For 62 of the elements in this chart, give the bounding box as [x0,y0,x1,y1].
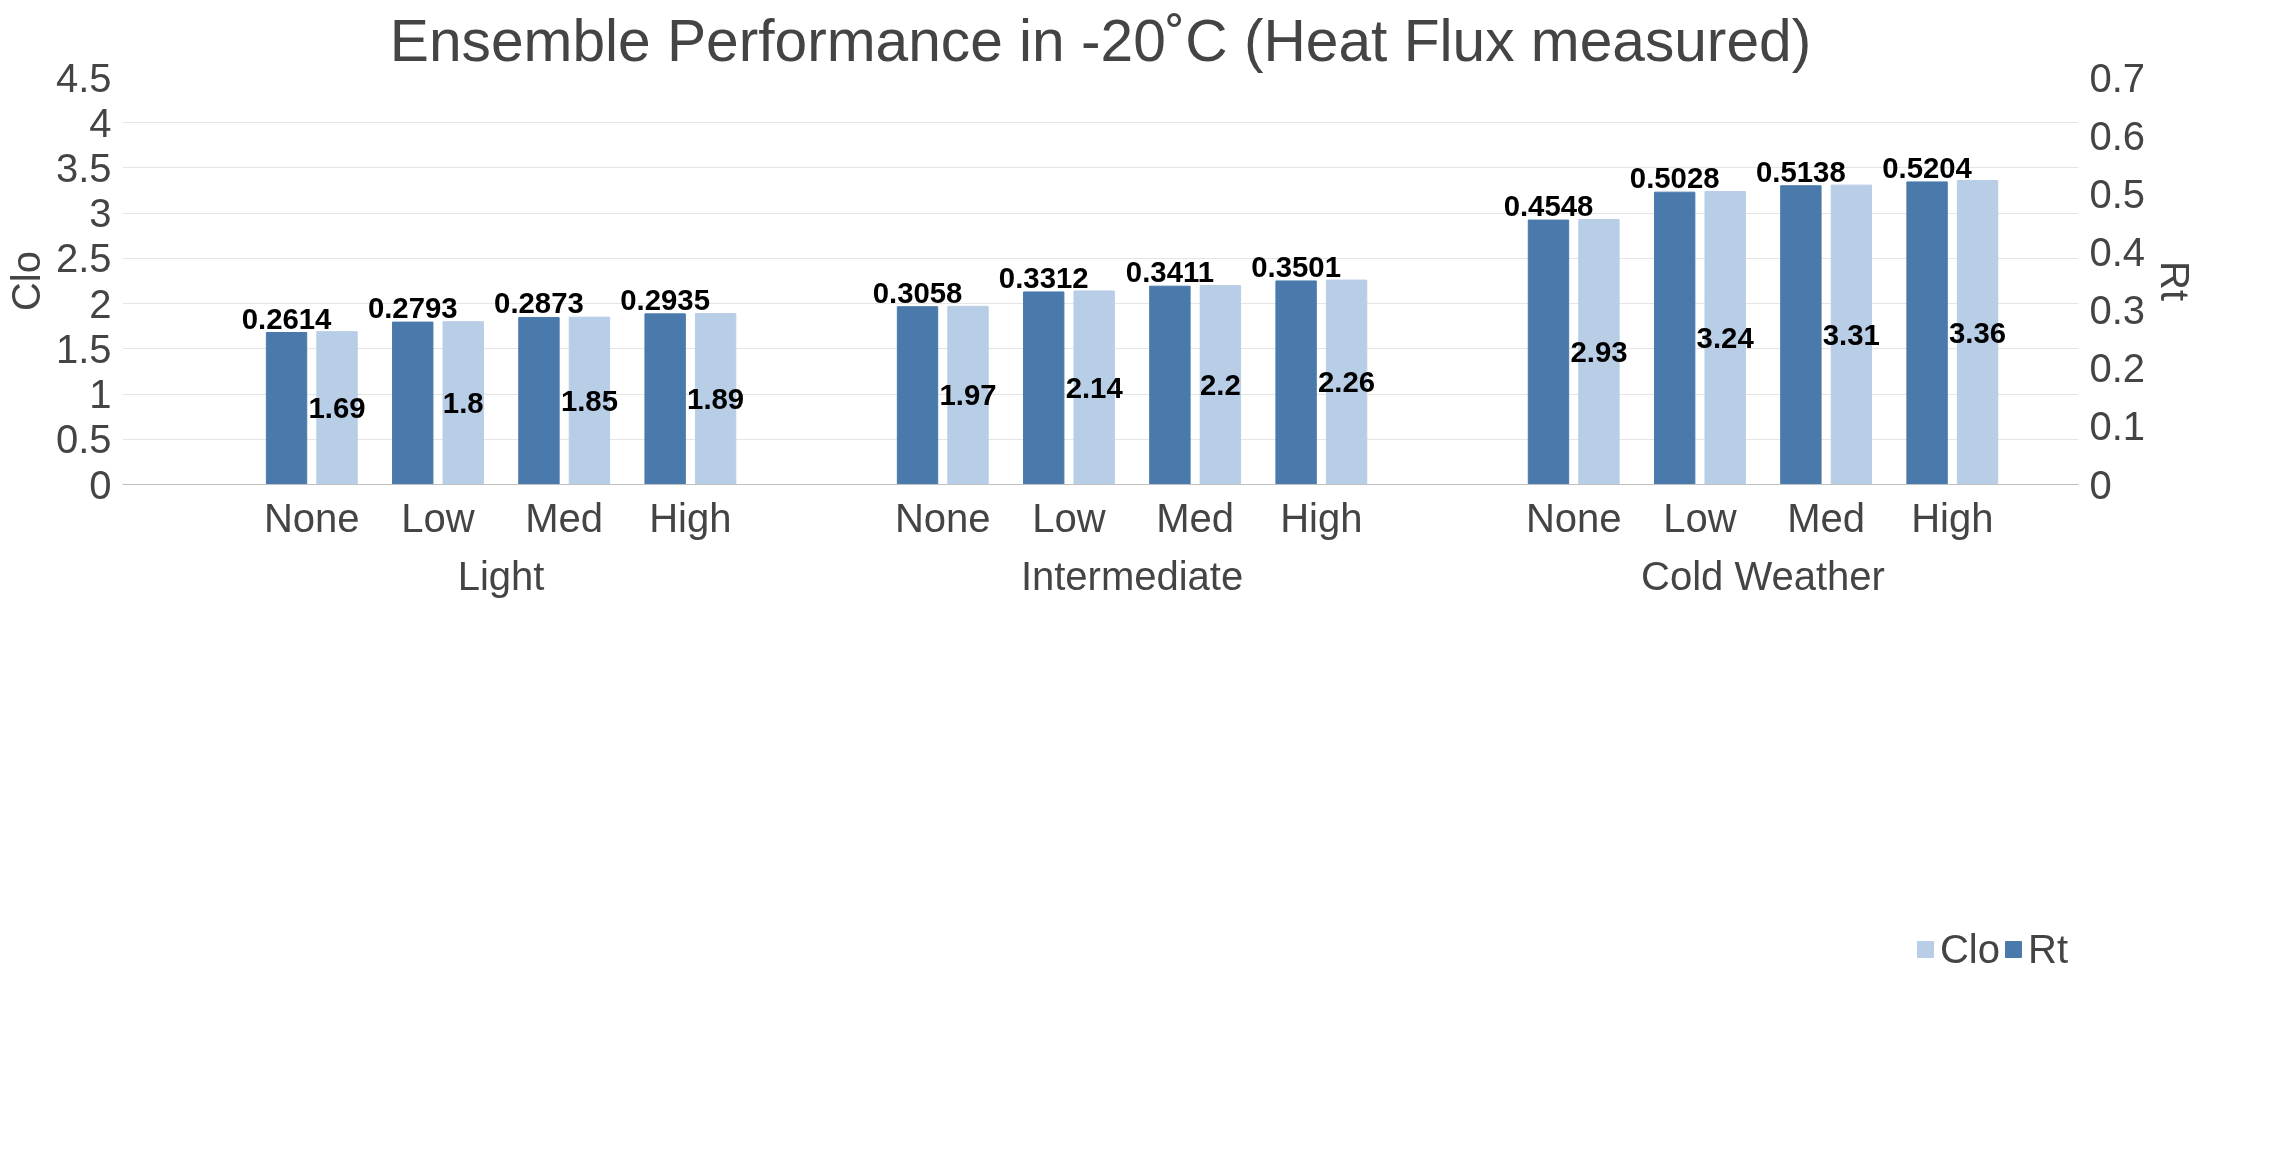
x-tick-label: None [894,495,991,540]
data-label: 3.36 [1949,315,2007,349]
data-label: 0.3312 [998,260,1089,294]
y2-tick-label: 0.5 [2089,171,2146,216]
data-label: 0.2614 [241,301,333,335]
text: Intermediate [1020,553,1244,598]
data-label: 0.3058 [872,275,963,309]
data-label: 0.2793 [367,291,458,325]
x-tick-label: Low [401,495,475,540]
y2-tick-label: 0.7 [2089,55,2146,100]
x-tick-label: None [1525,495,1622,540]
y-tick-label: 3 [89,191,112,236]
y-axis-title: Clo [3,250,48,312]
data-label: 2.2 [1200,368,1241,402]
y2-tick-label: 0 [2089,462,2112,507]
data-label: 3.24 [1696,320,1755,354]
chart-title: Ensemble Performance in -20˚C (Heat Flux measured) [389,7,1812,73]
y-tick-label: 0.5 [55,417,112,462]
data-label: 0.2873 [494,286,584,320]
y2-tick-label: 0.3 [2089,288,2146,333]
y-tick-label: 2 [89,281,112,326]
x-tick-label: None [263,495,360,540]
y-tick-label: 1.5 [55,326,112,371]
data-label: 0.5138 [1756,154,1846,188]
x-tick-label: High [649,495,732,540]
y-tick-label: 4 [89,100,112,145]
y2-tick-label: 0.2 [2089,346,2146,391]
y-tick-label: 4.5 [55,55,112,100]
data-label: 1.89 [687,382,745,416]
data-label: 0.2935 [620,282,710,316]
y-tick-label: 1 [89,372,112,417]
x-tick-label: Low [1032,495,1106,540]
x-tick-label: Med [1787,495,1866,540]
y-tick-label: 3.5 [55,145,112,190]
data-label: 1.97 [939,378,997,412]
data-label: 2.26 [1318,365,1376,399]
data-label: 1.69 [308,391,366,425]
text: Cold Weather [1641,553,1885,598]
data-label: 0.3411 [1125,255,1214,289]
data-label: 1.85 [560,383,618,417]
y2-tick-label: 0.4 [2089,229,2146,274]
x-tick-label: High [1911,495,1994,540]
y2-tick-label: 0.6 [2089,113,2146,158]
data-label: 3.31 [1822,317,1880,351]
y-tick-label: 2.5 [55,236,112,281]
text: Light [457,553,545,598]
x-tick-label: Med [525,495,604,540]
data-label: 0.4548 [1503,189,1594,223]
data-label: 0.5028 [1629,161,1720,195]
data-label: 1.8 [442,386,484,420]
x-tick-label: High [1280,495,1363,540]
y2-tick-label: 0.1 [2089,404,2146,449]
legend-label: Rt [2028,926,2068,972]
legend-label: Clo [1939,926,2000,972]
y2-axis-title: Rt [2153,261,2198,301]
x-tick-label: Med [1156,495,1235,540]
data-label: 2.93 [1570,335,1628,368]
y-tick-label: 0 [89,462,112,507]
data-label: 0.5204 [1882,150,1973,184]
x-tick-label: Low [1663,495,1737,540]
data-label: 0.3501 [1251,249,1341,283]
data-label: 2.14 [1065,370,1124,404]
